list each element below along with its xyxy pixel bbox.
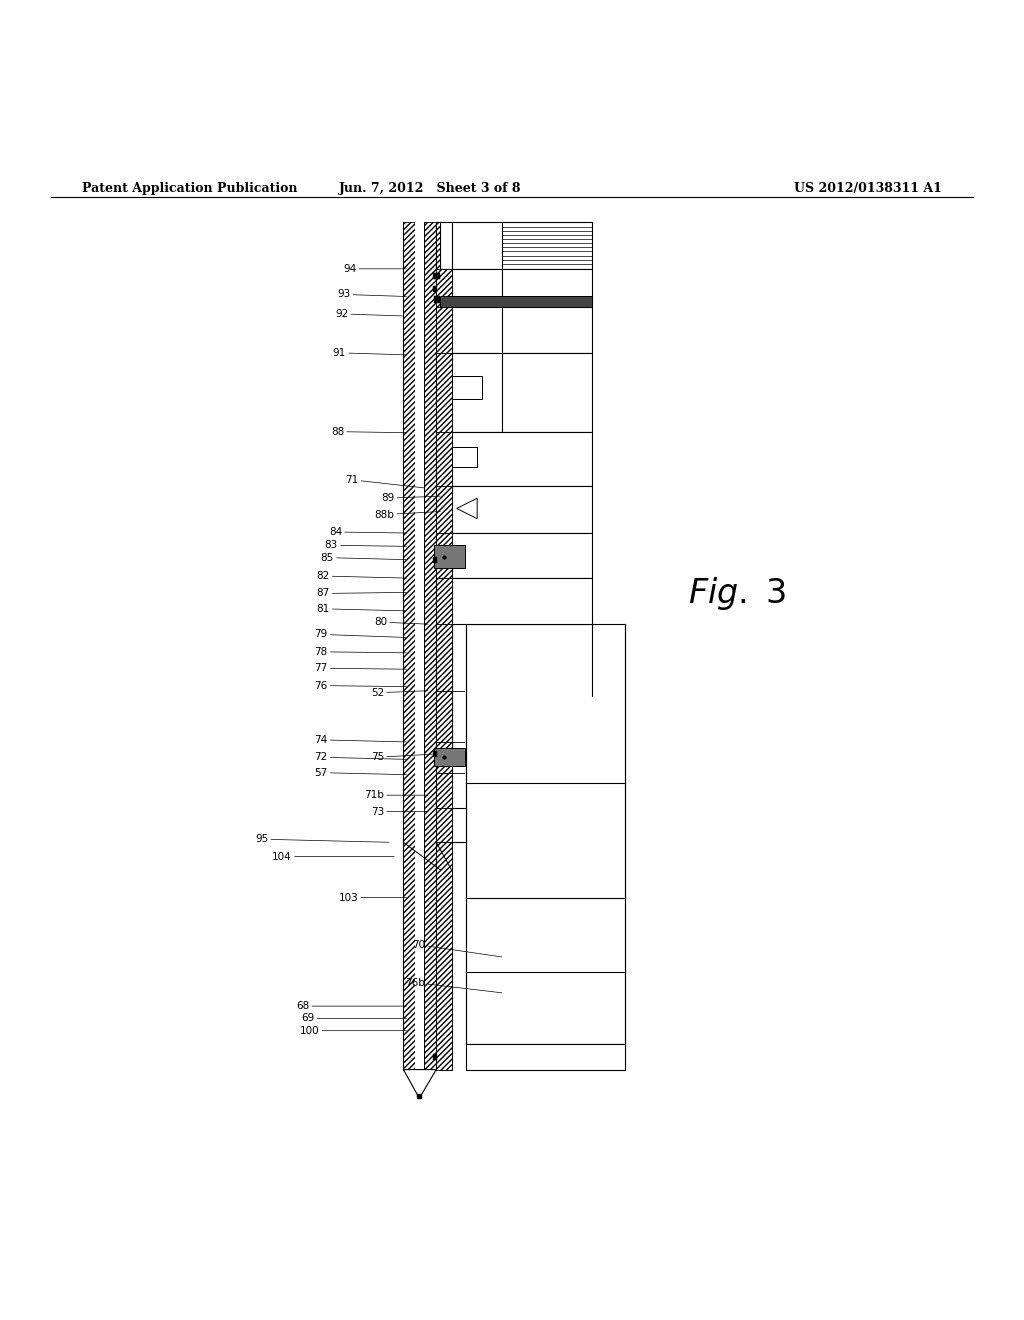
Bar [440,690,452,742]
Bar [466,624,625,1044]
Text: $\mathit{Fig.}\ \mathit{3}$: $\mathit{Fig.}\ \mathit{3}$ [688,576,786,612]
Text: 91: 91 [333,347,407,358]
Bar [436,808,452,842]
Bar [440,772,452,808]
Bar [403,222,415,1069]
Bar [440,269,592,306]
Text: 78: 78 [314,647,407,657]
Text: 83: 83 [325,540,407,550]
Bar [436,772,452,808]
Bar [436,842,452,1069]
Bar [436,222,440,269]
Bar [436,352,452,432]
Bar [436,690,452,742]
Text: 76: 76 [314,681,407,690]
Text: 77: 77 [314,663,407,673]
Text: 75: 75 [371,752,432,762]
Bar [440,808,452,842]
Text: US 2012/0138311 A1: US 2012/0138311 A1 [795,182,942,195]
Text: 100: 100 [300,1026,407,1036]
Bar [440,306,592,352]
Text: 88b: 88b [375,510,440,520]
Text: 93: 93 [337,289,407,300]
Text: Jun. 7, 2012   Sheet 3 of 8: Jun. 7, 2012 Sheet 3 of 8 [339,182,521,195]
Bar [466,1044,625,1069]
Text: 73: 73 [371,807,428,817]
Bar [436,578,452,624]
Bar [434,297,440,302]
Text: 89: 89 [381,494,440,503]
Text: 76b: 76b [406,978,502,993]
Text: 72: 72 [314,752,407,762]
Text: 84: 84 [329,527,407,537]
Bar [452,376,482,399]
Bar [434,748,465,767]
Bar [436,533,452,578]
Bar [415,222,424,1069]
Bar [433,557,437,562]
Bar [440,432,592,486]
Polygon shape [403,1069,436,1098]
Text: 88: 88 [331,426,407,437]
Bar [424,222,436,1069]
Text: 104: 104 [272,851,394,862]
Bar [433,751,437,758]
Bar [440,352,592,432]
Text: 94: 94 [343,264,407,273]
Bar [440,624,452,690]
Text: 81: 81 [316,603,407,614]
Text: 57: 57 [314,768,407,777]
Bar [440,222,592,269]
Bar [440,486,592,533]
Text: 52: 52 [371,688,428,698]
Text: 71b: 71b [365,791,428,800]
Text: 87: 87 [316,589,407,598]
Text: 71: 71 [345,475,425,488]
Bar [433,273,437,279]
Bar [440,742,452,772]
Text: 80: 80 [374,618,428,627]
Bar [436,624,452,690]
Bar [433,286,437,293]
Text: 69: 69 [301,1014,407,1023]
Bar [440,578,592,624]
Bar [440,533,592,578]
Text: 85: 85 [321,553,407,562]
Text: 70: 70 [412,940,502,957]
Text: 79: 79 [314,630,407,639]
Bar [452,447,477,467]
Text: 103: 103 [339,892,407,903]
Bar [440,297,592,306]
Text: 82: 82 [316,572,407,581]
Bar [436,306,452,352]
Text: 74: 74 [314,735,407,744]
Bar [440,842,452,1069]
Bar [436,269,452,306]
Bar [433,1055,437,1060]
Text: 92: 92 [335,309,402,319]
Bar [434,545,465,568]
Polygon shape [457,498,477,519]
Bar [436,486,452,533]
Text: Patent Application Publication: Patent Application Publication [82,182,297,195]
Text: 68: 68 [296,1001,407,1011]
Bar [436,742,452,772]
Bar [434,273,440,279]
Bar [436,432,452,486]
Text: 95: 95 [255,834,389,845]
